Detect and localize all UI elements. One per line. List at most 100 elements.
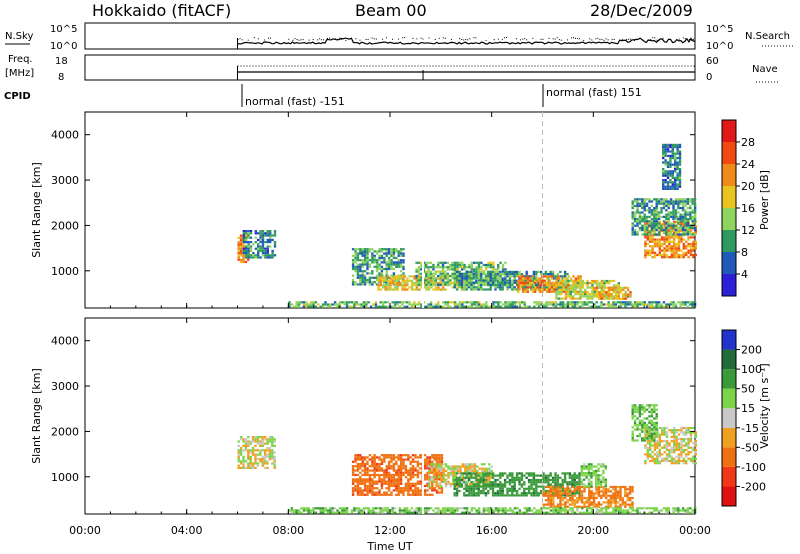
power-cell bbox=[622, 293, 625, 296]
power-cell bbox=[363, 261, 367, 264]
velocity-cell bbox=[607, 501, 610, 504]
power-cell bbox=[524, 277, 527, 280]
power-cell bbox=[418, 275, 421, 278]
power-cell bbox=[410, 305, 414, 308]
power-cell bbox=[672, 224, 675, 227]
power-cell bbox=[451, 263, 454, 267]
power-cell bbox=[528, 305, 531, 308]
power-cell bbox=[460, 277, 464, 280]
velocity-cell bbox=[585, 496, 589, 500]
power-cell bbox=[676, 146, 679, 149]
power-cell bbox=[372, 303, 375, 306]
power-colorbar-label: Power [dB] bbox=[758, 170, 771, 230]
power-cell bbox=[677, 204, 680, 207]
power-cell bbox=[598, 286, 601, 289]
search-noise-dot bbox=[599, 38, 601, 40]
power-cell bbox=[273, 234, 277, 237]
velocity-cell bbox=[578, 505, 581, 508]
power-cell bbox=[455, 279, 459, 282]
velocity-cell bbox=[499, 472, 502, 475]
power-cell bbox=[643, 226, 646, 229]
power-cell bbox=[302, 301, 306, 304]
velocity-cell bbox=[383, 460, 386, 463]
velocity-cell bbox=[616, 505, 620, 508]
power-cell bbox=[475, 277, 478, 280]
velocity-cell bbox=[595, 490, 598, 493]
power-cell bbox=[651, 238, 654, 241]
velocity-cell bbox=[454, 476, 457, 479]
velocity-cell bbox=[542, 492, 545, 495]
velocity-cell bbox=[573, 472, 576, 475]
power-cell bbox=[636, 224, 639, 227]
power-cell bbox=[467, 279, 471, 282]
power-cell bbox=[674, 200, 678, 203]
velocity-cell bbox=[619, 503, 622, 506]
power-cell bbox=[573, 301, 577, 304]
velocity-cell bbox=[409, 487, 412, 490]
power-cell bbox=[290, 303, 294, 306]
power-cell bbox=[420, 279, 423, 282]
power-cell bbox=[499, 288, 502, 291]
power-cell bbox=[484, 288, 488, 291]
velocity-cell bbox=[580, 478, 583, 481]
velocity-cell bbox=[249, 455, 252, 458]
velocity-cell bbox=[624, 488, 627, 491]
power-cell bbox=[463, 279, 466, 282]
power-cell bbox=[638, 222, 642, 225]
power-cell bbox=[403, 279, 407, 282]
velocity-cell bbox=[407, 484, 410, 488]
power-cell bbox=[595, 305, 598, 308]
velocity-cell bbox=[680, 426, 683, 430]
power-cell bbox=[667, 233, 670, 236]
power-cell bbox=[684, 231, 687, 234]
velocity-cell bbox=[648, 432, 651, 435]
power-cell bbox=[681, 204, 685, 207]
velocity-cell bbox=[513, 494, 516, 497]
power-cell bbox=[437, 303, 440, 306]
velocity-cell bbox=[595, 505, 598, 508]
velocity-cell bbox=[649, 448, 652, 452]
velocity-cell bbox=[399, 454, 403, 457]
power-cell bbox=[658, 253, 661, 257]
noise-panel: N.Sky 10^5 10^0 10^5 10^0 N.Search bbox=[5, 22, 795, 52]
power-cell bbox=[494, 286, 497, 289]
power-cell bbox=[385, 248, 388, 251]
power-cell bbox=[237, 241, 240, 244]
power-cell bbox=[371, 283, 374, 286]
search-noise-dot bbox=[371, 37, 373, 39]
velocity-cell bbox=[658, 437, 661, 441]
velocity-cell bbox=[506, 481, 509, 484]
power-cell bbox=[417, 279, 421, 282]
power-cell bbox=[467, 273, 471, 276]
power-cell bbox=[667, 202, 670, 205]
velocity-cell bbox=[675, 429, 678, 432]
velocity-cell bbox=[578, 478, 581, 482]
power-cell bbox=[577, 275, 580, 278]
velocity-cell bbox=[259, 449, 262, 452]
velocity-cell bbox=[537, 494, 540, 497]
velocity-cell bbox=[259, 453, 262, 456]
power-cell bbox=[402, 252, 405, 255]
velocity-cell bbox=[407, 456, 410, 459]
power-cell bbox=[561, 301, 565, 304]
power-cell bbox=[336, 303, 339, 306]
velocity-cell bbox=[295, 509, 298, 512]
velocity-cell bbox=[380, 487, 384, 490]
velocity-cell bbox=[568, 503, 572, 506]
search-noise-dot bbox=[560, 39, 562, 41]
velocity-cell bbox=[559, 492, 562, 495]
power-cell bbox=[610, 286, 613, 289]
power-cell bbox=[485, 305, 488, 308]
power-cell bbox=[508, 281, 512, 284]
power-cell bbox=[657, 218, 661, 221]
power-cell bbox=[247, 249, 250, 252]
velocity-cell bbox=[414, 454, 417, 457]
velocity-cell bbox=[295, 511, 298, 514]
power-cell bbox=[432, 274, 435, 278]
velocity-cell bbox=[251, 436, 255, 439]
power-cell bbox=[661, 242, 664, 246]
velocity-cell bbox=[578, 492, 581, 495]
power-cell bbox=[644, 223, 647, 226]
power-cell bbox=[569, 303, 572, 306]
velocity-cell bbox=[556, 488, 560, 491]
